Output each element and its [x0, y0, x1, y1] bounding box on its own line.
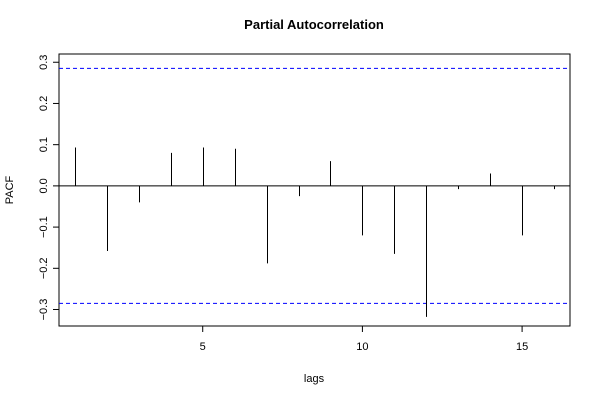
confidence-bounds	[59, 67, 570, 304]
y-tick-label-1: −0.2	[38, 257, 50, 279]
y-tick-label-3: 0.0	[38, 178, 50, 193]
y-tick-label-4: 0.1	[38, 137, 50, 152]
pacf-bars	[75, 147, 555, 317]
x-tick-label-10: 10	[356, 341, 368, 353]
chart-title: Partial Autocorrelation	[244, 17, 384, 32]
y-tick-label-2: −0.1	[38, 216, 50, 238]
y-tick-label-5: 0.2	[38, 96, 50, 111]
y-axis: −0.3 −0.2 −0.1 0.0 0.1 0.2 0.3	[38, 55, 59, 321]
x-axis-label: lags	[304, 373, 325, 385]
x-tick-label-15: 15	[516, 341, 528, 353]
x-tick-label-5: 5	[200, 341, 206, 353]
x-axis: 5 10 15	[200, 326, 528, 353]
y-tick-label-6: 0.3	[38, 55, 50, 70]
y-axis-label: PACF	[4, 175, 16, 204]
y-tick-label-0: −0.3	[38, 299, 50, 321]
plot-frame	[58, 53, 571, 327]
